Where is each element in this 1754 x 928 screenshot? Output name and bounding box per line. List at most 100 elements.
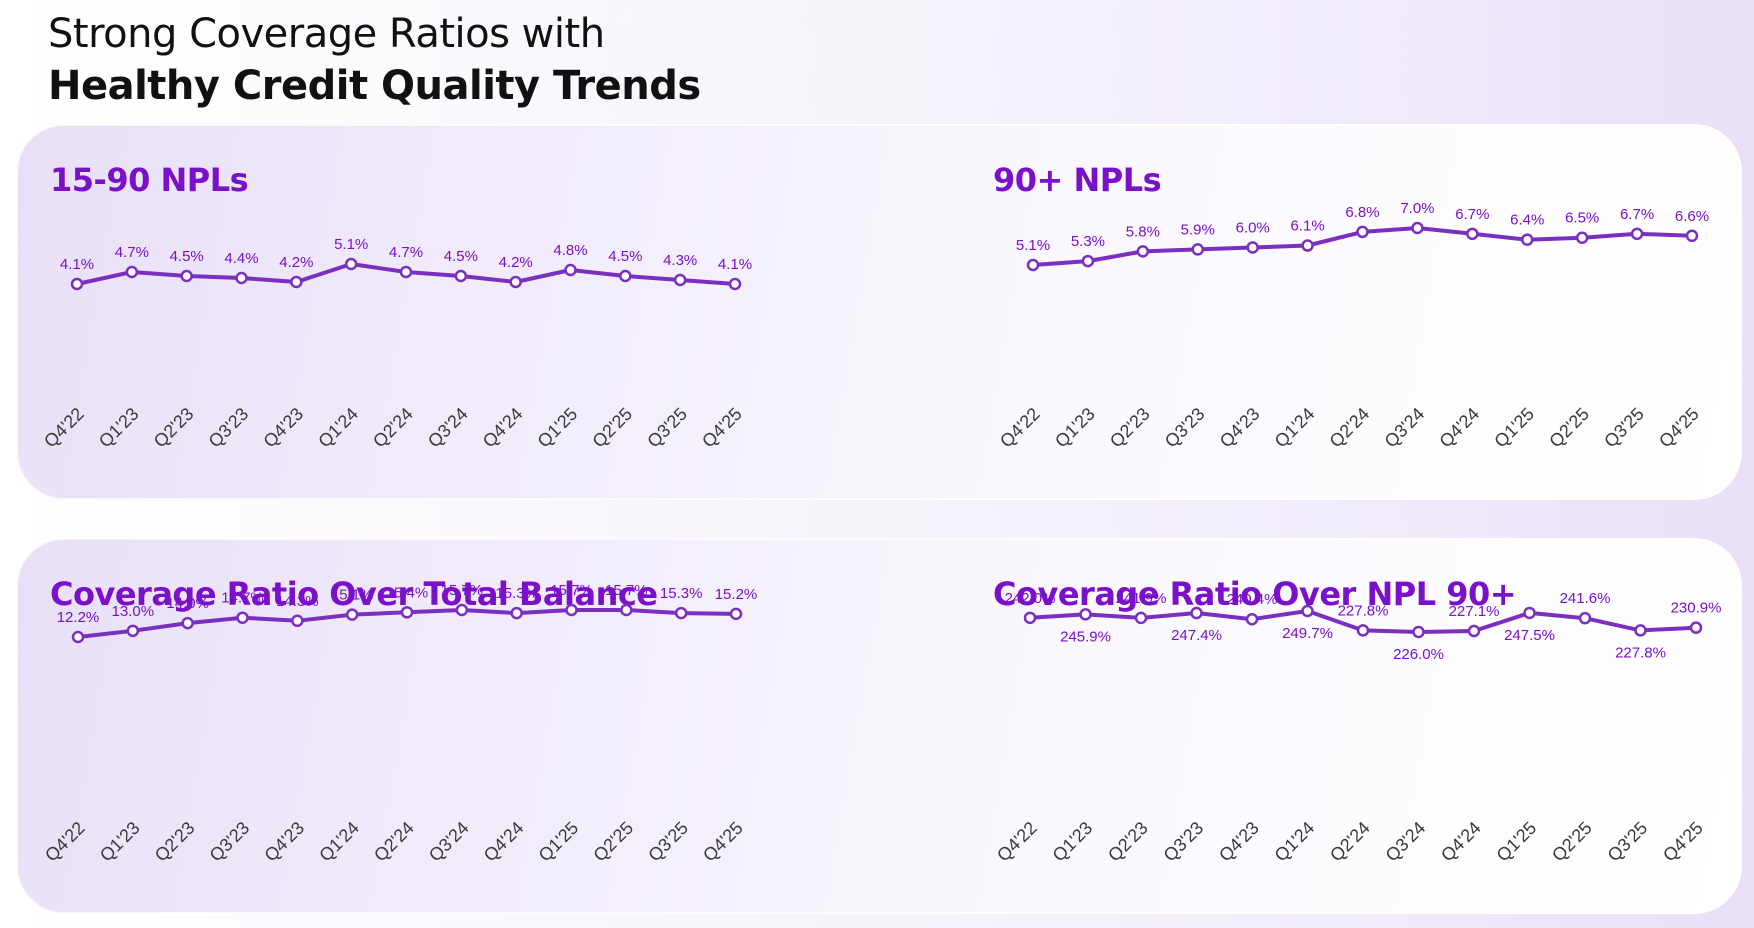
x-tick-label: Q3'25	[1604, 818, 1652, 866]
x-tick-label: Q1'24	[314, 404, 362, 452]
data-label: 15.7%	[550, 582, 593, 599]
x-tick-label: Q3'24	[425, 818, 473, 866]
data-label: 4.2%	[279, 254, 313, 271]
data-label: 247.4%	[1171, 627, 1222, 644]
data-label: 15.3%	[660, 585, 703, 602]
data-point	[1134, 611, 1148, 625]
data-point	[236, 611, 249, 624]
x-tick-label: Q2'23	[150, 404, 198, 452]
data-label: 14.0%	[166, 595, 209, 612]
data-label: 15.1%	[331, 587, 374, 604]
data-point	[729, 607, 743, 621]
data-label: 4.4%	[224, 250, 258, 267]
data-point	[674, 606, 688, 620]
data-label: 4.5%	[170, 248, 204, 265]
data-label: 6.7%	[1620, 206, 1654, 223]
chart-90-plus-npls: 90+ NPLs 5.1% Q4'22 5.3% Q1'23 5.8% Q2'23 5.9%…	[960, 125, 1754, 501]
page-title-line1: Strong Coverage Ratios with	[48, 11, 605, 57]
data-label: 6.0%	[1236, 219, 1270, 236]
data-label: 15.7%	[605, 582, 648, 599]
x-tick-label: Q2'25	[589, 818, 637, 866]
x-tick-label: Q4'25	[1655, 404, 1703, 452]
data-point	[455, 603, 469, 617]
data-point	[564, 263, 577, 277]
data-label: 7.0%	[1400, 200, 1434, 217]
data-point	[1136, 245, 1150, 258]
data-point	[1689, 621, 1703, 634]
data-label: 227.8%	[1615, 644, 1666, 661]
data-label: 4.3%	[663, 252, 697, 269]
data-point	[1190, 606, 1203, 620]
data-label: 15.2%	[715, 586, 758, 603]
x-tick-label: Q4'24	[1437, 818, 1485, 866]
data-label: 5.3%	[1071, 233, 1105, 250]
x-tick-label: Q2'25	[1545, 404, 1593, 452]
x-tick-label: Q1'23	[1049, 818, 1097, 866]
x-tick-label: Q4'22	[996, 404, 1044, 452]
data-point	[1079, 608, 1092, 621]
data-label: 6.7%	[1455, 206, 1489, 223]
data-label: 12.2%	[57, 609, 100, 626]
data-point	[1578, 611, 1592, 625]
data-point	[1634, 624, 1647, 637]
data-label: 241.6%	[1560, 590, 1611, 607]
x-tick-label: Q2'24	[370, 818, 418, 866]
x-tick-label: Q3'25	[1600, 404, 1648, 452]
data-point	[70, 277, 84, 291]
x-tick-label: Q4'25	[1659, 818, 1707, 866]
data-point	[344, 257, 358, 271]
x-tick-label: Q2'23	[151, 818, 199, 866]
chart-title: Coverage Ratio Over Total Balance	[50, 575, 658, 613]
data-label: 5.1%	[1016, 237, 1050, 254]
data-point	[510, 606, 523, 620]
x-tick-label: Q3'25	[643, 404, 691, 452]
x-tick-label: Q3'24	[1382, 818, 1430, 866]
data-point	[1521, 233, 1534, 246]
data-point	[1685, 229, 1699, 243]
data-label: 5.1%	[334, 236, 368, 253]
data-point	[1301, 604, 1314, 618]
x-tick-label: Q1'25	[1490, 404, 1538, 452]
x-tick-label: Q2'23	[1106, 404, 1154, 452]
data-point	[1411, 221, 1424, 235]
data-label: 5.8%	[1126, 223, 1160, 240]
x-tick-label: Q4'22	[41, 818, 89, 866]
x-tick-label: Q3'24	[1381, 404, 1429, 452]
page-title: Strong Coverage Ratios with Healthy Cred…	[48, 8, 701, 112]
data-point	[71, 630, 85, 644]
data-label: 242.0%	[1005, 590, 1056, 607]
x-tick-label: Q3'25	[644, 818, 692, 866]
data-point	[509, 275, 522, 289]
data-point	[1630, 227, 1644, 241]
x-tick-label: Q3'23	[1160, 818, 1208, 866]
data-label: 4.5%	[608, 248, 642, 265]
data-label: 14.3%	[276, 593, 319, 610]
data-point	[1356, 624, 1370, 637]
data-point	[673, 273, 687, 287]
data-point	[1356, 225, 1369, 239]
x-tick-label: Q3'23	[205, 404, 253, 452]
x-tick-label: Q3'24	[424, 404, 472, 452]
x-tick-label: Q4'24	[1435, 404, 1483, 452]
data-label: 4.1%	[60, 256, 94, 273]
line-chart: 5.1% Q4'22 5.3% Q1'23 5.8% Q2'23 5.9% Q3'23 6.0%…	[996, 200, 1709, 452]
data-label: 247.5%	[1504, 627, 1555, 644]
data-label: 4.2%	[499, 254, 533, 271]
data-label: 6.5%	[1565, 210, 1599, 227]
chart-coverage-total-balance: Coverage Ratio Over Total Balance 12.2% Q…	[17, 539, 877, 915]
data-label: 6.4%	[1510, 212, 1544, 229]
data-point	[1026, 258, 1040, 272]
data-label: 226.0%	[1393, 646, 1444, 663]
data-point	[290, 275, 303, 289]
data-point	[181, 616, 194, 630]
x-tick-label: Q2'24	[1326, 818, 1374, 866]
data-point	[400, 606, 414, 619]
data-point	[454, 269, 468, 283]
x-tick-label: Q2'24	[369, 404, 417, 452]
x-tick-label: Q1'24	[315, 818, 363, 866]
x-tick-label: Q3'23	[1161, 404, 1209, 452]
data-point	[345, 608, 359, 621]
chart-coverage-npl-90: Coverage Ratio Over NPL 90+ 242.0% Q4'22 2…	[960, 539, 1754, 915]
npl-panel: 15-90 NPLs 4.1% Q4'22 4.7% Q1'23 4.5% Q2'23 4.…	[16, 124, 1742, 500]
x-tick-label: Q4'23	[260, 818, 308, 866]
